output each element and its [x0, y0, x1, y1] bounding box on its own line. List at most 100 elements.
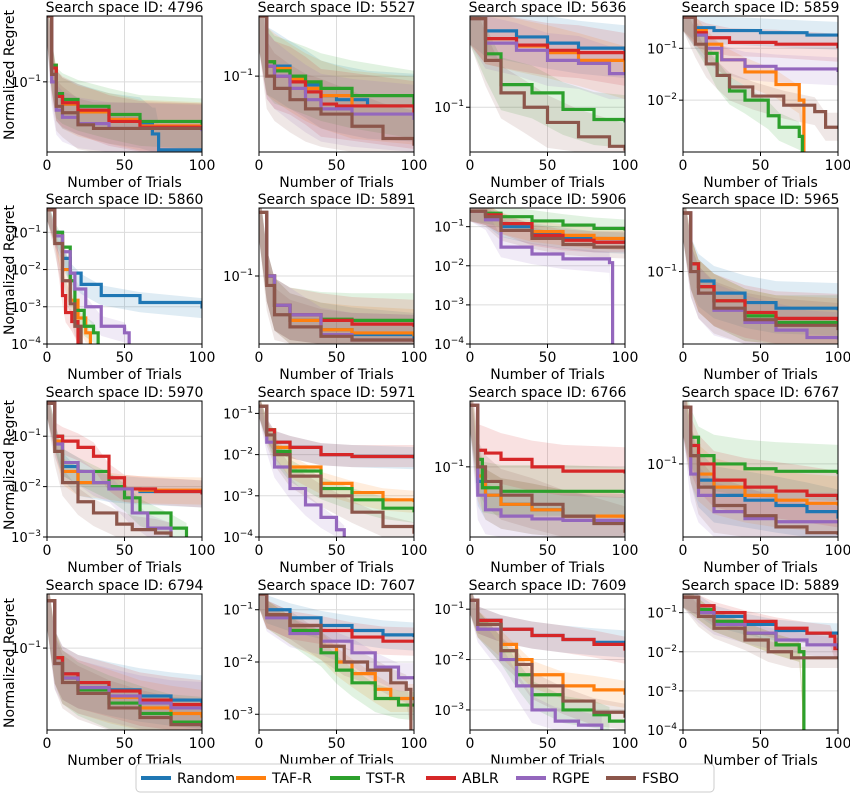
x-tick-label: 100	[401, 543, 428, 559]
legend-item-RGPE: RGPE	[516, 771, 590, 787]
series-FSBO	[259, 404, 414, 534]
band-FSBO	[259, 16, 414, 152]
band-TAF-R	[47, 16, 202, 152]
y-tick-label: 10−1	[223, 602, 253, 619]
band-TST-R	[470, 401, 625, 519]
x-tick-label: 0	[466, 158, 475, 174]
legend: Random TAF-R TST-R ABLR RGPE FSBO	[135, 763, 715, 793]
subplot-title: Search space ID: 4796	[46, 0, 204, 16]
band-Random	[47, 16, 202, 152]
ylabel-row-0: Normalized Regret	[2, 9, 18, 140]
legend-item-Random: Random	[141, 771, 235, 787]
x-tick-label: 50	[116, 543, 134, 559]
series-FSBO	[470, 209, 625, 249]
band-Random	[47, 401, 202, 508]
x-tick-label: 0	[43, 736, 52, 752]
y-tick-label: 10−1	[434, 601, 464, 618]
band-Random	[683, 401, 838, 537]
series-RGPE	[259, 594, 414, 680]
x-axis-label: Number of Trials	[279, 367, 394, 383]
series-RGPE	[47, 208, 131, 344]
band-TAF-R	[47, 401, 202, 505]
subplot-title: Search space ID: 5889	[682, 578, 840, 594]
y-tick-label: 10−2	[223, 447, 253, 464]
subplot-9: Search space ID: 5971 0 50 100 Number of Tri…	[223, 385, 427, 576]
y-tick-label: 10−1	[11, 640, 41, 657]
x-tick-label: 0	[466, 350, 475, 366]
x-tick-label: 50	[752, 158, 770, 174]
subplot-6: Search space ID: 5906 0 50 100 Number of Tri…	[434, 192, 638, 383]
x-tick-label: 100	[825, 158, 850, 174]
x-tick-label: 100	[189, 158, 216, 174]
y-tick-label: 10−3	[647, 683, 677, 700]
x-tick-label: 100	[612, 736, 639, 752]
y-tick-label: 10−1	[11, 224, 41, 241]
x-tick-label: 50	[752, 350, 770, 366]
subplot-title: Search space ID: 5971	[258, 385, 416, 401]
series-FSBO	[259, 16, 414, 146]
subplot-4: Search space ID: 5860 0 50 100 Number of Tri…	[11, 192, 215, 383]
band-TAF-R	[470, 594, 625, 708]
x-tick-label: 50	[752, 736, 770, 752]
band-TST-R	[470, 16, 625, 148]
series-FSBO	[470, 403, 625, 533]
subplot-5: Search space ID: 5891 0 50 100 Number of Tri…	[223, 192, 428, 383]
x-axis-label: Number of Trials	[279, 560, 394, 576]
x-axis-label: Number of Trials	[490, 175, 605, 191]
series-RGPE	[470, 209, 615, 344]
legend-label: ABLR	[462, 771, 499, 787]
band-RGPE	[47, 16, 202, 152]
x-tick-label: 100	[189, 736, 216, 752]
x-tick-label: 100	[189, 543, 216, 559]
y-tick-label: 10−4	[434, 336, 464, 353]
x-axis-label: Number of Trials	[279, 175, 394, 191]
band-FSBO	[47, 16, 202, 152]
series-FSBO	[47, 599, 202, 728]
x-tick-label: 0	[679, 158, 688, 174]
y-tick-label: 10−1	[434, 219, 464, 236]
series-FSBO	[47, 208, 83, 344]
x-tick-label: 0	[255, 736, 264, 752]
band-TAF-R	[683, 16, 804, 152]
x-tick-label: 0	[679, 350, 688, 366]
series-FSBO	[470, 16, 625, 151]
x-tick-label: 100	[612, 158, 639, 174]
x-axis-label: Number of Trials	[490, 367, 605, 383]
y-tick-label: 10−1	[647, 605, 677, 622]
y-tick-label: 10−3	[434, 702, 464, 719]
y-tick-label: 10−2	[434, 258, 464, 275]
subplot-title: Search space ID: 5636	[469, 0, 627, 16]
x-axis-label: Number of Trials	[703, 560, 818, 576]
legend-label: FSBO	[642, 771, 679, 787]
x-tick-label: 50	[328, 543, 346, 559]
subplot-1: Search space ID: 5527 0 50 100 Number of Tri…	[223, 0, 427, 191]
band-TAF-R	[259, 208, 414, 344]
band-TST-R	[683, 16, 803, 152]
band-RGPE	[683, 401, 838, 537]
y-tick-label: 10−4	[647, 722, 677, 739]
series-ABLR	[683, 405, 838, 501]
series-RGPE	[47, 401, 173, 537]
x-tick-label: 50	[328, 736, 346, 752]
y-tick-label: 10−1	[11, 74, 41, 91]
x-tick-label: 100	[825, 350, 850, 366]
band-ABLR	[259, 16, 414, 150]
legend-item-FSBO: FSBO	[606, 771, 679, 787]
subplot-title: Search space ID: 5527	[258, 0, 416, 16]
x-tick-label: 0	[679, 543, 688, 559]
x-tick-label: 100	[401, 350, 428, 366]
band-FSBO	[470, 16, 625, 152]
series-FSBO	[259, 594, 413, 730]
y-tick-label: 10−1	[647, 40, 677, 57]
x-tick-label: 0	[255, 350, 264, 366]
subplot-title: Search space ID: 7609	[469, 578, 627, 594]
y-tick-label: 10−3	[434, 297, 464, 314]
y-tick-label: 10−4	[11, 336, 41, 353]
subplot-title: Search space ID: 5859	[682, 0, 840, 16]
legend-frame	[135, 763, 715, 793]
series-FSBO	[47, 401, 173, 537]
series-TST-R	[259, 16, 414, 106]
